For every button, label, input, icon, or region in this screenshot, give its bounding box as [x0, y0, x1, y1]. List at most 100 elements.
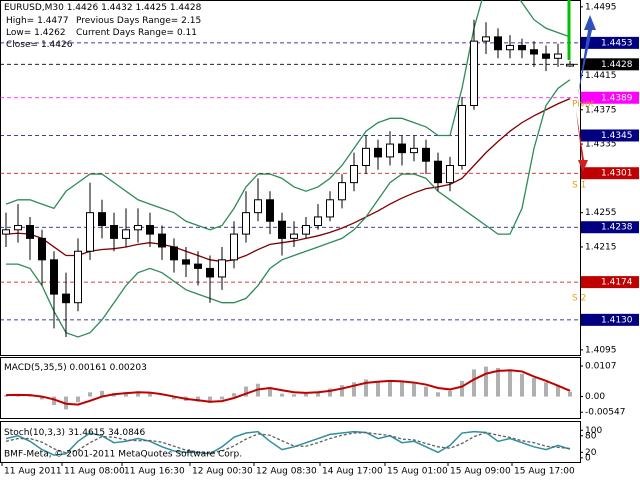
y-tick-label: 0.0107 — [585, 362, 617, 372]
candle-body — [302, 225, 310, 235]
macd-bar — [52, 396, 56, 406]
macd-bar — [544, 382, 548, 397]
overlay-line — [6, 79, 571, 338]
candle-body — [326, 199, 334, 218]
macd-bar — [100, 390, 104, 397]
candle-body — [254, 199, 262, 214]
info-high: High= 1.4477 — [6, 16, 69, 26]
info-label: Close= — [6, 40, 38, 50]
stoch-signal — [5, 431, 571, 454]
info-low: Low= 1.4262 — [6, 28, 66, 38]
candle-body — [458, 104, 466, 166]
macd-bar — [508, 370, 512, 397]
candle-body — [98, 212, 106, 227]
macd-bar — [412, 383, 416, 397]
header: EURUSD,M30 1.4426 1.4432 1.4425 1.4428 H… — [4, 3, 242, 460]
candle-body — [26, 225, 34, 239]
copyright: BMF-Meta, © 2001-2011 MetaQuotes Softwar… — [4, 450, 242, 460]
candle-body — [14, 225, 22, 231]
candle-body — [362, 147, 370, 166]
x-tick-label: 15 Aug 17:00 — [514, 467, 575, 477]
y-tick-label: 0 — [585, 453, 591, 463]
macd-bar — [4, 395, 8, 397]
macd-bar — [364, 379, 368, 397]
quote-close: 1.4428 — [170, 3, 202, 13]
candle-body — [290, 233, 298, 239]
macd-title: MACD(5,35,5) 0.00161 0.00203 — [4, 363, 147, 373]
macd-bar — [40, 396, 44, 400]
x-tick-label: 15 Aug 09:00 — [450, 467, 511, 477]
macd-bar — [136, 391, 140, 397]
quote-line: EURUSD,M30 1.4426 1.4432 1.4425 1.4428 — [4, 3, 202, 13]
candle-body — [530, 49, 538, 55]
signal-arrows — [567, 0, 596, 172]
macd-bar — [268, 388, 272, 397]
indicator-value: 31.4615 — [68, 428, 105, 438]
level-label: 1.4389 — [601, 93, 633, 103]
macd-bar — [460, 380, 464, 397]
macd-bar — [148, 393, 152, 397]
macd-bar — [388, 380, 392, 397]
candle-body — [158, 233, 166, 248]
x-tick-label: 11 Aug 16:30 — [124, 467, 185, 477]
macd-panel — [0, 357, 581, 419]
macd-bar — [352, 382, 356, 397]
macd-bar — [448, 390, 452, 397]
info-cur-range: Current Days Range= 0.11 — [76, 28, 197, 38]
candle-body — [110, 225, 118, 239]
stoch-panel — [0, 421, 581, 463]
signal-line — [5, 369, 571, 406]
y-tick-label: 1.4375 — [585, 105, 617, 115]
level-label: 1.4174 — [601, 278, 633, 288]
panel-borders — [0, 0, 581, 463]
macd-bar — [280, 393, 284, 397]
macd-bar — [76, 396, 80, 403]
x-tick-label: 11 Aug 2011 — [4, 467, 62, 477]
candle-body — [350, 164, 358, 184]
overlay-line — [5, 0, 571, 231]
y-tick-label: 1.4215 — [585, 242, 617, 252]
candle-body — [122, 229, 130, 239]
candle-body — [194, 263, 202, 269]
candle-body — [542, 53, 550, 59]
candle-body — [422, 147, 430, 162]
macd-bar — [304, 393, 308, 397]
pivot-label: S 1 — [572, 181, 586, 191]
quote-low: 1.4425 — [135, 3, 167, 13]
candle-body — [374, 147, 382, 158]
candle-body — [398, 143, 406, 154]
candle-body — [554, 53, 562, 59]
macd-bar — [484, 366, 488, 397]
indicator-value: 0.00203 — [110, 363, 147, 373]
indicator-name: Stoch(10,3,3) — [4, 428, 65, 438]
macd-bar — [292, 394, 296, 397]
info-label: High= — [6, 16, 34, 26]
level-tag — [581, 313, 639, 326]
candle-body — [494, 36, 502, 51]
level-tag — [581, 91, 639, 104]
candle-body — [470, 40, 478, 106]
info-value: 0.11 — [177, 28, 197, 38]
macd-bar — [220, 396, 224, 400]
x-tick-label: 11 Aug 08:00 — [64, 467, 125, 477]
symbol: EURUSD,M30 — [4, 3, 64, 13]
candle-body — [410, 147, 418, 154]
info-label: Low= — [6, 28, 31, 38]
macd-bar — [232, 393, 236, 397]
y-tick-label: 20 — [585, 448, 597, 458]
candle-body — [242, 212, 250, 235]
macd-bar — [376, 380, 380, 397]
candle-body — [86, 212, 94, 252]
macd-bar — [472, 369, 476, 397]
candle-body — [146, 225, 154, 235]
indicator-value: 34.0846 — [108, 428, 145, 438]
info-label: Previous Days Range= — [76, 16, 178, 26]
quote-high: 1.4432 — [101, 3, 133, 13]
info-value: 1.4262 — [34, 28, 66, 38]
info-value: 1.4426 — [41, 40, 73, 50]
candle-body — [62, 293, 70, 304]
y-tick-label: 100 — [585, 426, 602, 436]
level-label: 1.4301 — [601, 169, 633, 179]
macd-bar — [520, 373, 524, 397]
x-tick-label: 12 Aug 00:30 — [192, 467, 253, 477]
